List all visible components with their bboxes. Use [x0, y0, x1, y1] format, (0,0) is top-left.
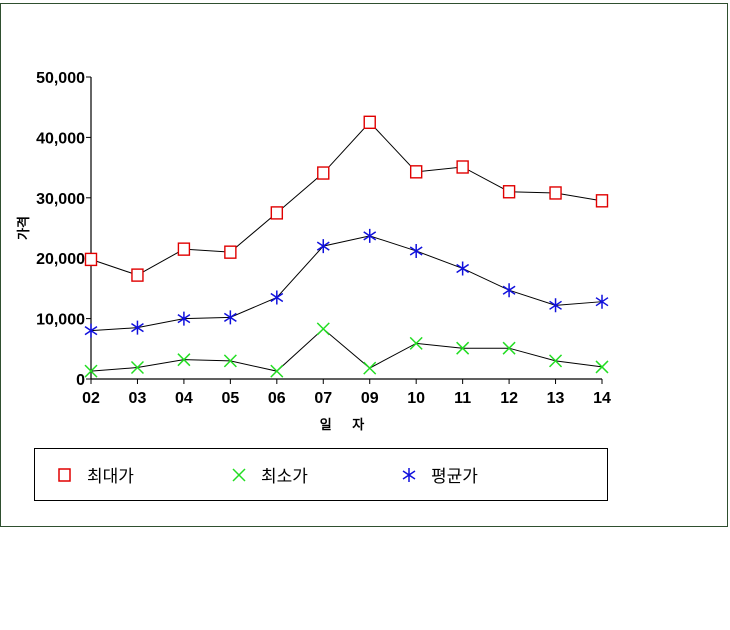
- x-tick-label: 11: [454, 390, 471, 407]
- data-point-min: [130, 360, 144, 375]
- x-tick-label: 02: [82, 390, 100, 407]
- legend-item-avg: 평균가: [401, 449, 478, 500]
- data-point-min: [595, 360, 609, 374]
- series-lines: [90, 121, 603, 372]
- series-line-0: [90, 121, 603, 276]
- data-point-min: [456, 341, 470, 355]
- x-tick-label: 10: [407, 390, 425, 407]
- x-tick-label: 13: [547, 390, 565, 407]
- data-point-min: [177, 353, 191, 367]
- data-point-avg: [316, 239, 330, 254]
- data-point-max: [363, 115, 376, 130]
- legend-item-max: 최대가: [57, 449, 134, 500]
- data-point-avg: [456, 261, 470, 276]
- chart-frame: 0 10,000 20,000 30,000 40,000 50,000 02 03 04 05…: [0, 3, 728, 527]
- x-tick-label: 06: [268, 390, 286, 407]
- data-point-min: [502, 341, 516, 355]
- data-point-max: [84, 252, 98, 267]
- x-tick-label: 04: [175, 390, 193, 407]
- legend: 최대가 최소가 평균가: [34, 448, 608, 501]
- data-point-avg: [549, 298, 562, 313]
- series-line-2: [90, 235, 603, 332]
- data-point-min: [223, 354, 237, 368]
- y-tick-label: 30,000: [36, 191, 85, 208]
- data-point-min: [363, 361, 377, 375]
- x-axis-title: 일 자: [320, 418, 372, 433]
- data-point-min: [409, 336, 423, 350]
- legend-label-max: 최대가: [87, 467, 134, 487]
- data-point-avg: [223, 310, 237, 325]
- y-axis-ticks: 0 10,000 20,000 30,000 40,000 50,000: [36, 70, 91, 389]
- legend-label-avg: 평균가: [431, 467, 478, 487]
- x-axis-ticks: 02 03 04 05 06 07 09 10 11 12 13 14: [82, 379, 611, 407]
- y-axis-title: 가격: [17, 216, 32, 240]
- data-point-min: [316, 322, 330, 336]
- y-tick-label: 40,000: [36, 130, 85, 147]
- x-tick-label: 07: [314, 390, 332, 407]
- data-point-min: [84, 364, 98, 378]
- data-point-avg: [409, 243, 423, 258]
- data-point-avg: [270, 290, 284, 305]
- x-marker-icon: [232, 467, 246, 482]
- data-point-avg: [363, 228, 377, 243]
- y-tick-label: 20,000: [36, 251, 85, 268]
- data-point-min: [549, 354, 563, 368]
- data-point-avg: [502, 283, 516, 298]
- square-marker-icon: [58, 467, 71, 482]
- series-line-1: [90, 328, 603, 372]
- y-tick-label: 50,000: [36, 70, 85, 87]
- data-point-min: [270, 364, 284, 378]
- data-point-max: [270, 206, 284, 220]
- legend-label-min: 최소가: [261, 467, 308, 487]
- x-tick-label: 09: [361, 390, 379, 407]
- axes: [90, 77, 602, 380]
- data-point-max: [502, 185, 516, 199]
- data-point-avg: [595, 294, 609, 309]
- x-tick-label: 05: [221, 390, 239, 407]
- data-point-max: [549, 186, 562, 200]
- data-point-max: [224, 245, 237, 259]
- data-point-max: [177, 242, 191, 256]
- x-tick-label: 12: [500, 390, 518, 407]
- data-point-avg: [84, 323, 98, 338]
- data-point-max: [595, 194, 609, 208]
- data-point-max: [409, 165, 423, 179]
- data-point-max: [456, 160, 469, 174]
- data-point-avg: [177, 311, 191, 326]
- y-tick-label: 10,000: [36, 312, 85, 329]
- data-point-max: [317, 166, 330, 180]
- legend-item-min: 최소가: [231, 449, 308, 500]
- y-tick-label: 0: [76, 372, 85, 389]
- series-markers: [84, 115, 609, 378]
- line-chart: 0 10,000 20,000 30,000 40,000 50,000 02 03 04 05…: [17, 70, 611, 433]
- x-tick-label: 03: [129, 390, 147, 407]
- data-point-max: [131, 268, 144, 282]
- x-tick-label: 14: [593, 390, 611, 407]
- data-point-avg: [131, 320, 144, 335]
- asterisk-marker-icon: [402, 467, 416, 482]
